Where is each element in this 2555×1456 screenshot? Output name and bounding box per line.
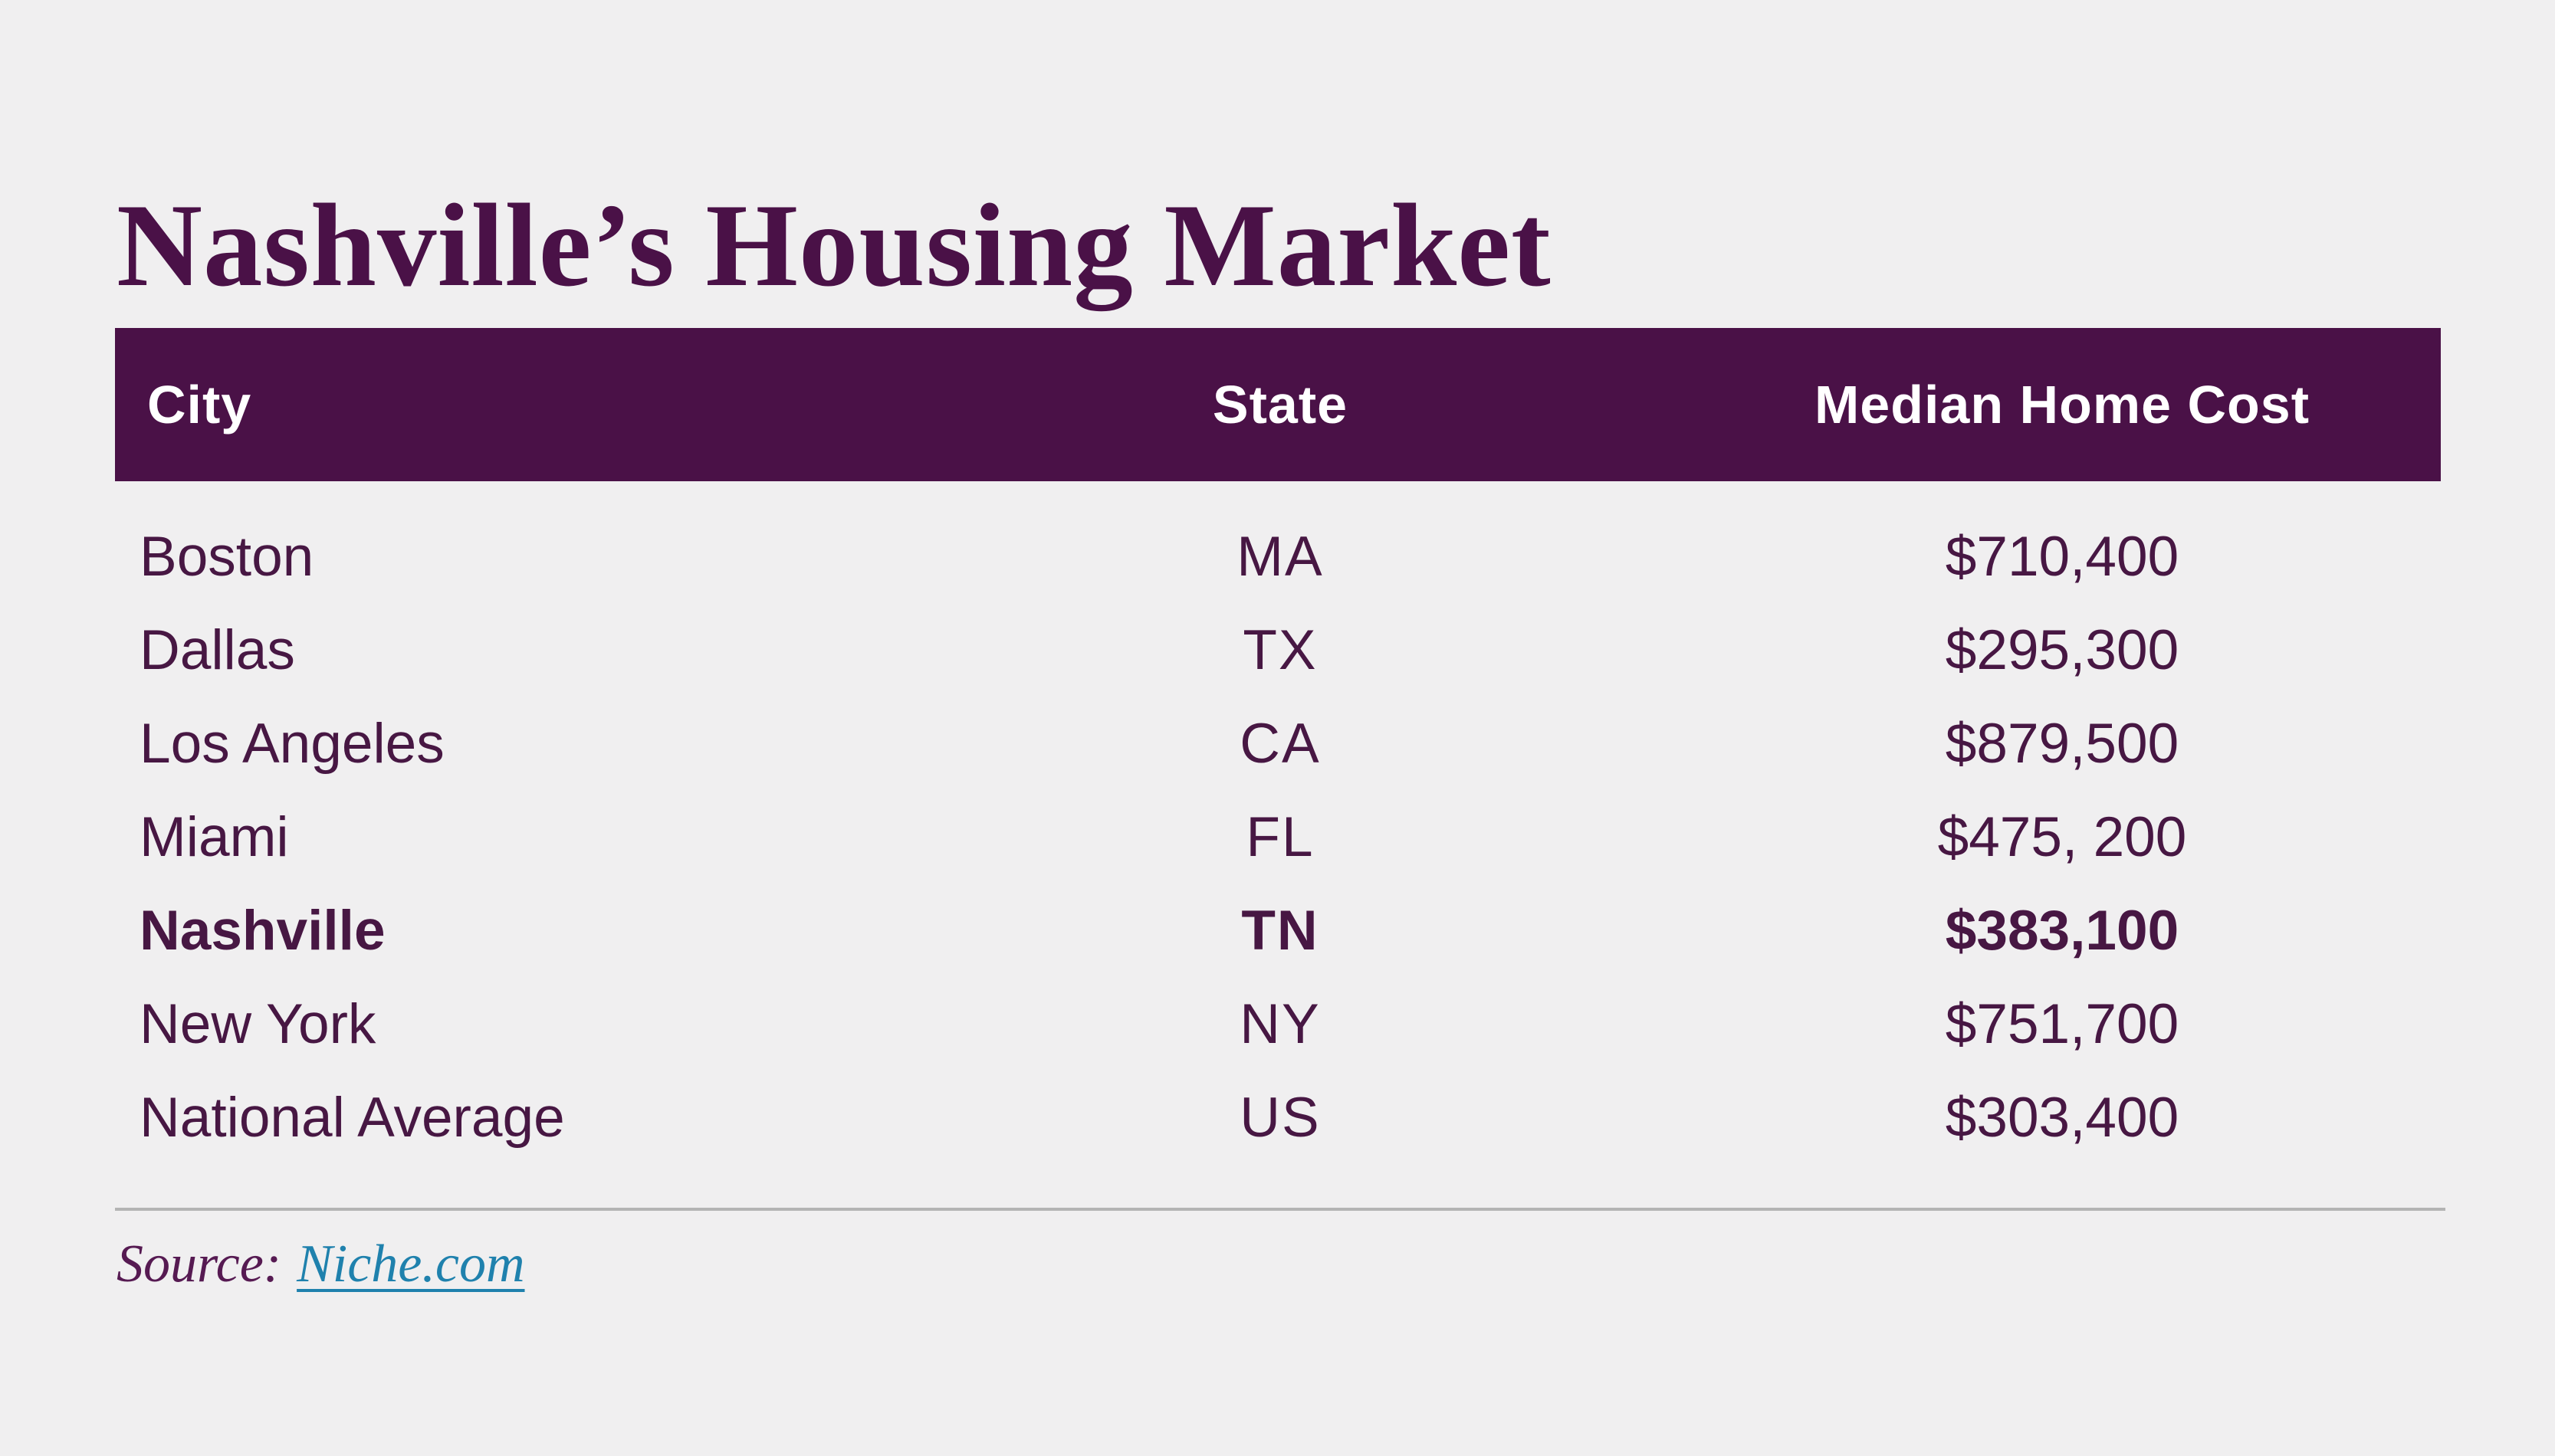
housing-table: City State Median Home Cost Boston MA $7… bbox=[115, 328, 2441, 1164]
city-cell: Nashville bbox=[140, 899, 386, 962]
cost-cell: $383,100 bbox=[1945, 899, 2179, 962]
city-cell: Miami bbox=[140, 805, 289, 868]
cost-cell: $751,700 bbox=[1945, 992, 2179, 1055]
cost-cell: $303,400 bbox=[1945, 1086, 2179, 1149]
horizontal-divider bbox=[115, 1208, 2445, 1211]
state-cell: US bbox=[1240, 1086, 1321, 1149]
state-cell: TX bbox=[1243, 618, 1318, 681]
state-cell: TN bbox=[1241, 899, 1319, 962]
column-header-city: City bbox=[147, 375, 252, 435]
table-body: Boston MA $710,400 Dallas TX $295,300 Lo… bbox=[115, 481, 2441, 1164]
city-cell: New York bbox=[140, 992, 376, 1055]
city-cell: Los Angeles bbox=[140, 712, 445, 775]
source-label: Source: bbox=[117, 1235, 282, 1294]
cost-cell: $879,500 bbox=[1945, 712, 2179, 775]
state-cell: CA bbox=[1240, 712, 1321, 775]
city-cell: Boston bbox=[140, 525, 314, 588]
table-row-nashville-highlighted: Nashville TN $383,100 bbox=[115, 884, 2441, 977]
state-cell: NY bbox=[1240, 992, 1321, 1055]
cost-cell: $710,400 bbox=[1945, 525, 2179, 588]
table-row-national-average: National Average US $303,400 bbox=[115, 1071, 2441, 1164]
city-cell: Dallas bbox=[140, 618, 295, 681]
state-cell: MA bbox=[1236, 525, 1324, 588]
table-row-los-angeles: Los Angeles CA $879,500 bbox=[115, 697, 2441, 790]
source-link-niche[interactable]: Niche.com bbox=[297, 1235, 525, 1294]
table-row-boston: Boston MA $710,400 bbox=[115, 510, 2441, 603]
table-header-row: City State Median Home Cost bbox=[115, 328, 2441, 481]
source-attribution: Source: Niche.com bbox=[117, 1238, 525, 1291]
table-row-new-york: New York NY $751,700 bbox=[115, 977, 2441, 1071]
column-header-median-home-cost: Median Home Cost bbox=[1814, 375, 2310, 435]
column-header-state: State bbox=[1212, 375, 1348, 435]
table-row-dallas: Dallas TX $295,300 bbox=[115, 603, 2441, 697]
cost-cell: $475, 200 bbox=[1937, 805, 2187, 868]
city-cell: National Average bbox=[140, 1086, 565, 1149]
page-title: Nashville’s Housing Market bbox=[117, 179, 1552, 311]
cost-cell: $295,300 bbox=[1945, 618, 2179, 681]
table-row-miami: Miami FL $475, 200 bbox=[115, 790, 2441, 884]
state-cell: FL bbox=[1246, 805, 1315, 868]
